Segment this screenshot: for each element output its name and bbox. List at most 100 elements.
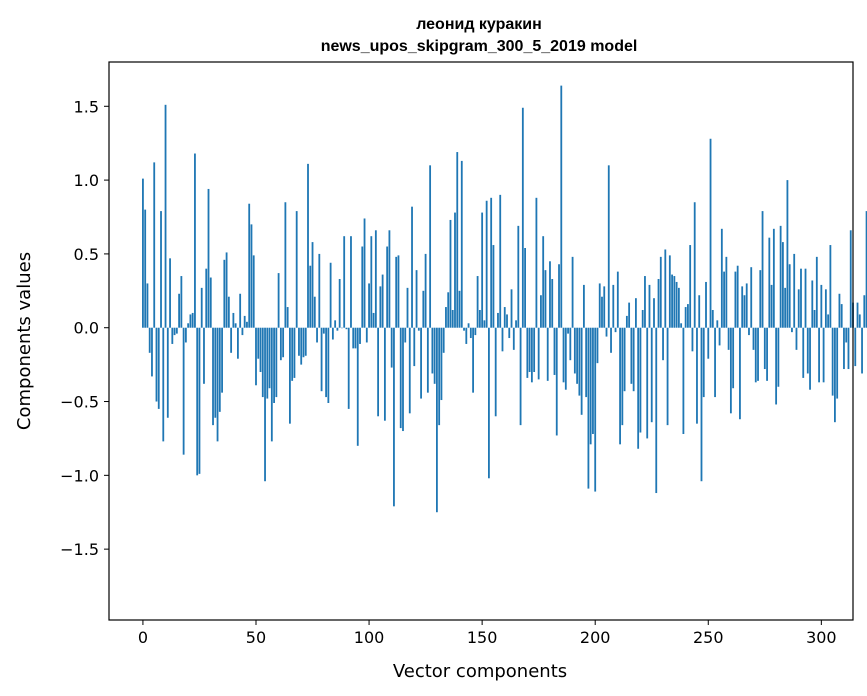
- bar: [614, 327, 617, 333]
- bar: [657, 279, 660, 328]
- bar: [223, 259, 226, 328]
- bar: [454, 212, 456, 328]
- bar: [422, 290, 425, 328]
- bar: [293, 327, 296, 378]
- bar: [390, 327, 393, 368]
- bar: [768, 237, 771, 328]
- bar: [639, 327, 642, 433]
- bar: [664, 249, 667, 328]
- y-tick-label: −0.5: [60, 393, 99, 412]
- bar: [166, 327, 169, 418]
- bar: [623, 327, 626, 392]
- bar: [171, 327, 174, 344]
- bar: [381, 274, 384, 328]
- bar: [824, 289, 827, 328]
- bar: [298, 327, 300, 356]
- bar: [377, 327, 380, 417]
- bar: [397, 255, 400, 328]
- bar: [309, 265, 312, 328]
- bar: [820, 284, 823, 328]
- bar: [560, 85, 563, 328]
- bar: [553, 327, 556, 375]
- bar: [415, 270, 418, 328]
- bar: [847, 327, 850, 370]
- bar: [311, 242, 314, 328]
- bar: [173, 327, 176, 336]
- bar: [388, 230, 391, 328]
- bar: [304, 327, 307, 356]
- bar: [169, 258, 171, 328]
- bar: [142, 178, 144, 328]
- bar: [519, 327, 522, 426]
- bar: [632, 327, 635, 392]
- bar: [761, 211, 764, 328]
- bar: [334, 320, 337, 328]
- bar: [356, 327, 359, 446]
- bar: [372, 312, 375, 328]
- bar: [429, 165, 432, 328]
- bar: [537, 327, 540, 380]
- bar: [490, 197, 493, 328]
- bar: [700, 327, 703, 482]
- bar: [205, 268, 208, 328]
- bar: [361, 246, 364, 328]
- bar: [497, 312, 499, 328]
- bar: [370, 236, 373, 328]
- bar: [237, 327, 239, 359]
- bar: [316, 327, 318, 343]
- bar: [630, 327, 633, 384]
- bar: [596, 327, 599, 364]
- bar: [680, 323, 683, 328]
- bar: [259, 327, 262, 372]
- bar: [786, 180, 789, 328]
- y-tick-label: 1.0: [74, 171, 99, 190]
- bar: [291, 327, 294, 381]
- bar: [426, 327, 429, 393]
- bar: [442, 327, 445, 353]
- bar: [472, 327, 474, 393]
- bar: [714, 327, 716, 398]
- bar: [732, 327, 735, 389]
- bar: [578, 327, 581, 396]
- bar: [322, 327, 325, 334]
- bar: [243, 315, 246, 328]
- bar: [160, 211, 162, 328]
- bar: [650, 327, 653, 423]
- bar: [508, 327, 511, 339]
- bar: [225, 252, 228, 328]
- bar: [806, 327, 809, 374]
- bar: [198, 327, 201, 474]
- bar: [383, 327, 386, 421]
- bar: [338, 279, 341, 328]
- bar: [302, 327, 305, 358]
- bars-group: [142, 85, 867, 513]
- bar: [207, 188, 210, 328]
- bar: [194, 153, 196, 328]
- bar: [707, 327, 710, 359]
- bar: [779, 225, 782, 328]
- bar: [469, 327, 472, 339]
- bar: [610, 327, 612, 353]
- bar: [485, 200, 488, 328]
- bar: [540, 295, 542, 328]
- bar: [822, 327, 825, 383]
- bar: [413, 327, 416, 367]
- bar: [567, 327, 569, 334]
- y-tick-label: −1.5: [60, 540, 99, 559]
- bar: [501, 327, 504, 352]
- bar: [535, 197, 538, 328]
- bar: [743, 295, 746, 328]
- bar: [512, 327, 515, 350]
- bar: [621, 327, 624, 426]
- bar: [327, 327, 330, 403]
- bar: [838, 293, 841, 328]
- bar: [162, 327, 165, 442]
- y-axis-ticks: −1.5 −1.0 −0.5 0.0 0.5 1.0 1.5: [60, 97, 109, 559]
- bar: [748, 327, 750, 336]
- bar: [766, 327, 768, 381]
- bar: [727, 327, 730, 350]
- bar: [144, 209, 147, 328]
- bar: [734, 271, 737, 328]
- bar: [180, 276, 183, 328]
